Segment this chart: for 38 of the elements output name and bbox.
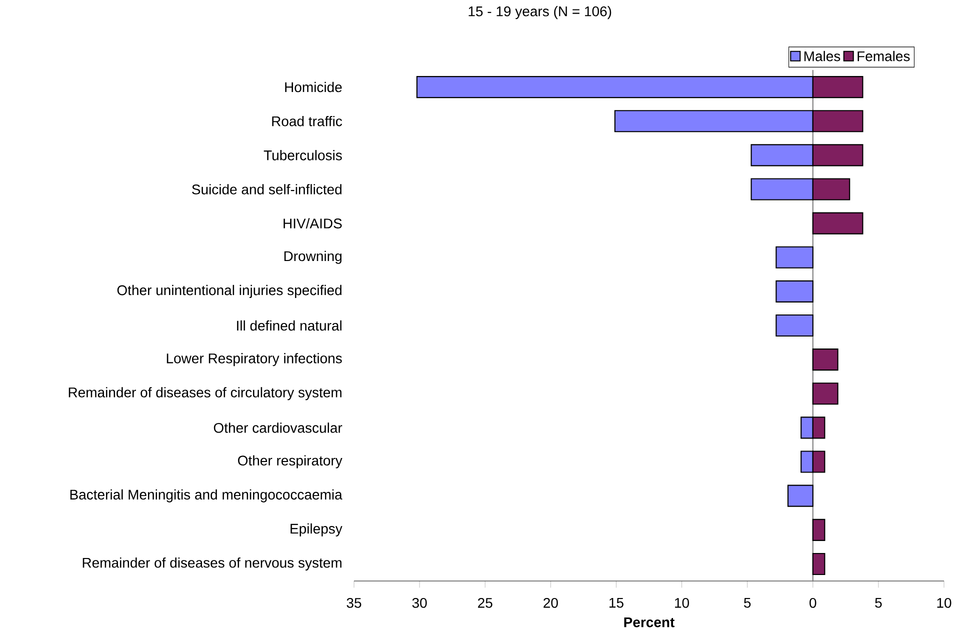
y-tick-label: Other cardiovascular [214,422,342,433]
y-tick-label: Remainder of diseases of circulatory system [68,387,342,400]
bar [812,212,864,234]
y-tick-label: Homicide [285,82,342,92]
chart-title: 15 - 19 years (N = 106) [468,6,612,20]
y-tick-label: Other unintentional injuries specified [117,284,342,298]
y-tick-label: HIV/AIDS [284,218,342,228]
x-axis-title: Percent [624,617,675,628]
legend-label: Males [804,50,840,62]
y-tick-label: Drowning [284,250,342,264]
y-tick-label: Other respiratory [238,455,342,468]
bar [812,382,838,405]
y-tick-label: Suicide and self-inflicted [192,184,342,194]
x-tick-label: 5 [744,598,751,608]
bar [776,280,814,302]
x-tick-label: 25 [478,598,492,608]
legend-label: Females [858,50,910,62]
y-tick-label: Epilepsy [290,523,342,536]
x-tick-label: 20 [544,598,558,608]
y-tick-label: Tuberculosis [264,150,342,160]
bar [776,314,814,337]
bar [812,518,826,541]
x-tick-label: 30 [412,598,427,608]
x-tick-label: 5 [875,598,882,608]
bar [812,348,838,371]
x-tick-label: 10 [937,598,952,608]
bar [776,246,814,268]
y-tick-label: Road traffic [272,116,342,126]
y-tick-label: Remainder of diseases of nervous system [82,557,342,570]
x-tick-label: 15 [610,598,624,608]
bar [812,552,826,576]
x-tick-label: 35 [346,598,362,608]
y-tick-label: Bacterial Meningitis and meningococcaemia [70,489,342,502]
bar [787,484,814,507]
x-tick-label: 0 [810,598,816,608]
x-tick-label: 10 [675,598,690,608]
y-tick-label: Ill defined natural [237,320,342,331]
y-tick-label: Lower Respiratory infections [166,353,342,366]
